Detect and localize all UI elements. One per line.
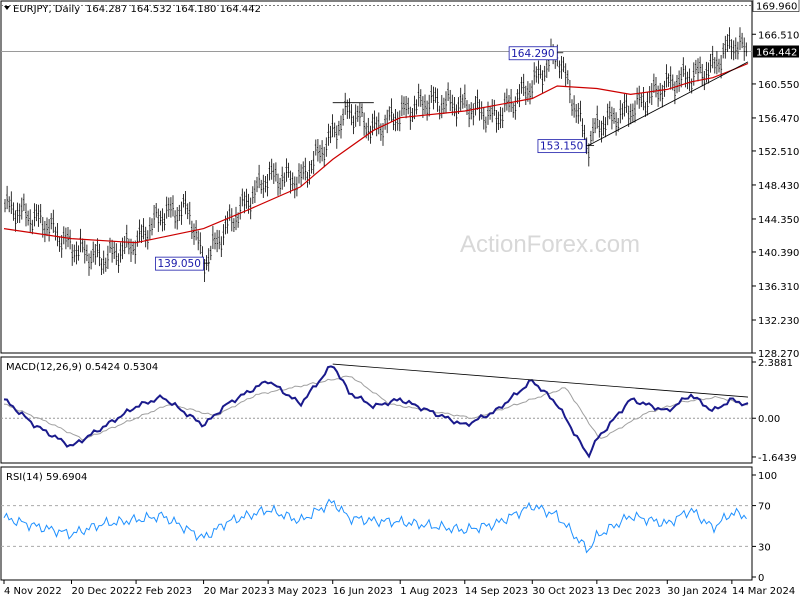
price-tick-label: 160.550 [758,80,799,91]
price-panel-title: EURJPY, Daily [13,4,80,15]
level-label: 169.960 [752,0,800,13]
price-tick-label: 148.430 [758,181,799,192]
level-annotation-box [155,256,204,271]
time-axis: 4 Nov 2022 20 Dec 2022 2 Feb 2023 20 Mar 20… [3,580,795,597]
svg-text:169.960: 169.960 [756,2,797,13]
time-tick-label: 20 Mar 2023 [204,586,267,597]
macd-axis: 2.3881 0.00 -1.6439 [752,358,797,464]
time-tick-label: 3 May 2023 [268,586,327,597]
time-tick-label: 1 Aug 2023 [400,586,458,597]
level-annotation-label: 153.150 [540,141,583,153]
current-price-label: 164.442 [753,45,799,58]
rsi-tick-label: 30 [758,542,771,553]
time-tick-label: 20 Dec 2022 [72,586,136,597]
price-annotations: 164.290 139.050 153.150 [155,46,595,271]
level-annotation-label: 139.050 [157,258,200,270]
macd-tick-label: -1.6439 [758,453,797,464]
moving-average-line [3,62,749,244]
macd-panel-title: MACD(12,26,9) 0.5424 0.5304 [6,362,158,373]
rsi-tick-label: 0 [758,573,764,584]
price-tick-label: 132.230 [758,316,799,327]
price-bars [4,27,748,282]
watermark: ActionForex.com [460,231,640,258]
ohlc-readout: 164.287 164.532 164.180 164.442 [86,4,261,15]
rsi-panel-title: RSI(14) 59.6904 [6,472,87,483]
price-tick-label: 166.510 [758,30,799,41]
level-annotation-box [508,46,558,61]
price-tick-label: 136.310 [758,282,799,293]
time-tick-label: 16 Jun 2023 [333,586,393,597]
price-tick-label: 152.510 [758,147,799,158]
dropdown-triangle-icon[interactable] [4,6,10,10]
price-axis: 128.270 132.230 136.310 140.390 144.350 148.4… [752,30,799,360]
level-annotation-box [537,139,587,154]
macd-tick-label: 0.00 [758,414,780,425]
rsi-panel [0,466,753,581]
time-tick-label: 2 Feb 2023 [136,586,192,597]
rsi-line [3,498,747,554]
macd-signal-line [3,375,749,441]
time-tick-label: 14 Sep 2023 [465,586,528,597]
rsi-reference-lines [1,505,752,547]
time-tick-label: 30 Oct 2023 [532,586,594,597]
rsi-tick-label: 70 [758,502,771,513]
macd-trendline [332,363,749,398]
trendline [587,61,749,147]
price-trendlines [332,61,749,147]
macd-tick-label: 2.3881 [758,358,793,369]
time-tick-label: 14 Mar 2024 [732,586,795,597]
macd-line [3,365,749,459]
rsi-axis: 100 70 30 0 [752,471,777,584]
level-annotation-label: 164.290 [511,48,554,60]
rsi-tick-label: 100 [758,471,777,482]
time-tick-label: 13 Dec 2023 [597,586,661,597]
svg-text:164.442: 164.442 [756,47,797,58]
price-tick-label: 144.350 [758,215,799,226]
time-tick-label: 4 Nov 2022 [4,586,62,597]
price-tick-label: 156.470 [758,114,799,125]
time-tick-label: 30 Jan 2024 [667,586,727,597]
price-tick-label: 128.270 [758,349,799,360]
price-tick-label: 140.390 [758,248,799,259]
price-panel [0,0,753,354]
